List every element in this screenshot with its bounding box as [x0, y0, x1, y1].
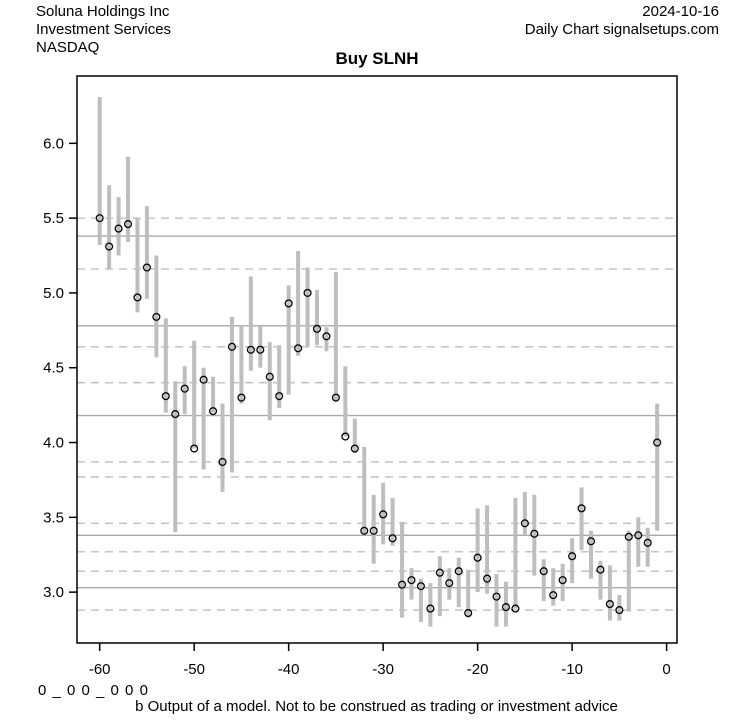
close-marker [209, 407, 218, 416]
close-marker [218, 457, 227, 467]
close-marker [95, 214, 104, 223]
signal-pattern: 0 _ 0 0 _ 0 0 0 [38, 682, 149, 699]
x-axis-tick-label: -60 [89, 661, 111, 678]
close-marker [501, 603, 511, 612]
close-marker [171, 410, 180, 419]
close-marker [350, 444, 359, 453]
close-marker [142, 263, 151, 272]
close-marker [199, 375, 208, 384]
close-marker [454, 567, 463, 576]
close-marker [407, 576, 416, 585]
close-marker [331, 393, 340, 402]
close-marker [596, 565, 605, 574]
close-marker [549, 591, 558, 600]
close-marker [445, 579, 454, 588]
close-marker [634, 531, 643, 540]
plot-border [76, 75, 678, 644]
close-marker [180, 384, 189, 393]
close-marker [653, 438, 662, 447]
x-axis-tick-label: -10 [561, 661, 583, 678]
close-marker [379, 510, 388, 519]
header-right: 2024-10-16 Daily Chart signalsetups.com [525, 3, 719, 39]
close-marker [530, 529, 539, 538]
y-axis-tick-label: 4.0 [43, 435, 64, 452]
close-marker [190, 444, 199, 453]
close-marker [492, 592, 501, 601]
close-marker [426, 604, 435, 613]
disclaimer-caption: b Output of a model. Not to be construed… [135, 698, 618, 715]
close-marker [605, 600, 614, 609]
close-marker [152, 312, 161, 321]
close-marker [227, 342, 237, 351]
close-marker [435, 568, 444, 577]
y-axis-tick-label: 6.0 [43, 135, 64, 152]
close-marker [105, 242, 114, 251]
y-axis-tick-label: 4.5 [43, 360, 64, 377]
close-marker [539, 567, 548, 576]
close-marker [246, 345, 255, 354]
header-left: Soluna Holdings Inc Investment Services … [36, 3, 171, 57]
company-sector: Investment Services [36, 21, 172, 38]
y-axis-tick-label: 5.5 [43, 210, 64, 227]
close-marker [511, 604, 520, 613]
close-marker [114, 224, 123, 233]
close-marker [397, 580, 407, 589]
close-marker [133, 293, 142, 302]
close-marker [303, 288, 312, 297]
close-marker [568, 552, 577, 561]
chart-date: 2024-10-16 [642, 3, 719, 20]
close-marker [577, 504, 586, 513]
close-marker [161, 392, 170, 401]
exchange-name: NASDAQ [36, 39, 100, 56]
y-axis-tick-label: 3.5 [43, 509, 64, 526]
close-marker [464, 609, 473, 618]
close-marker [312, 324, 322, 333]
x-axis-tick-label: -50 [183, 661, 205, 678]
close-marker [237, 393, 246, 402]
x-axis-tick-label: -20 [467, 661, 489, 678]
close-marker [624, 532, 633, 541]
company-name: Soluna Holdings Inc [36, 3, 170, 20]
x-axis-tick-label: 0 [662, 661, 670, 678]
x-axis-tick-label: -30 [372, 661, 394, 678]
y-axis-tick-label: 5.0 [43, 285, 64, 302]
close-marker [388, 534, 397, 543]
close-marker [123, 220, 133, 229]
close-marker [256, 345, 265, 354]
close-marker [473, 553, 482, 562]
close-marker [586, 537, 596, 546]
close-marker [643, 538, 652, 547]
close-marker [520, 519, 529, 528]
chart-title: Buy SLNH [335, 49, 419, 68]
chart-source: Daily Chart signalsetups.com [524, 21, 719, 38]
close-marker [369, 526, 378, 535]
close-marker [322, 332, 331, 341]
close-marker [615, 606, 624, 615]
close-marker [558, 576, 567, 585]
close-marker [284, 299, 293, 308]
close-marker [341, 432, 350, 441]
close-marker [294, 344, 303, 353]
x-axis-tick-label: -40 [278, 661, 300, 678]
y-axis-tick-label: 3.0 [43, 584, 64, 601]
close-marker [360, 526, 369, 535]
close-marker [275, 392, 284, 401]
close-marker [416, 582, 425, 591]
close-marker [265, 372, 274, 381]
close-marker [483, 574, 492, 583]
